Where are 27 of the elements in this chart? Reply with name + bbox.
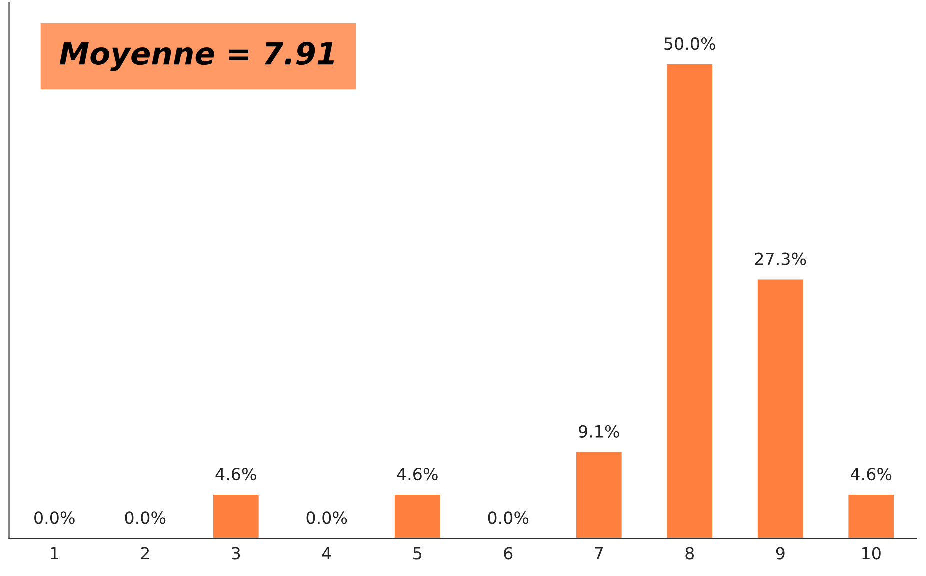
x-tick-label: 3	[232, 547, 240, 560]
data-label: 9.1%	[579, 425, 620, 438]
bar	[758, 280, 804, 539]
bar	[667, 64, 713, 539]
data-label: 27.3%	[755, 252, 806, 266]
x-tick-label: 9	[776, 547, 785, 560]
x-tick-label: 1	[51, 547, 58, 560]
annotation: Moyenne = 7.91	[60, 42, 334, 72]
bar	[848, 494, 894, 539]
x-tick-label: 5	[414, 547, 422, 560]
x-tick-label: 4	[322, 547, 332, 560]
data-label: 0.0%	[125, 512, 166, 524]
bar	[394, 494, 440, 539]
x-tick-label: 7	[595, 547, 603, 560]
data-label: 0.0%	[488, 512, 529, 524]
x-tick-label: 2	[141, 547, 150, 560]
bar	[213, 494, 259, 539]
x-tick-label: 8	[686, 547, 694, 560]
data-label: 50.0%	[664, 38, 716, 50]
bar	[576, 452, 622, 539]
data-label: 4.6%	[216, 468, 256, 481]
data-label: 0.0%	[306, 512, 348, 524]
x-tick-label: 6	[504, 547, 513, 560]
data-label: 0.0%	[34, 512, 75, 524]
x-tick-label: 10	[862, 547, 881, 560]
data-label: 4.6%	[397, 468, 438, 481]
data-label: 4.6%	[851, 468, 892, 481]
